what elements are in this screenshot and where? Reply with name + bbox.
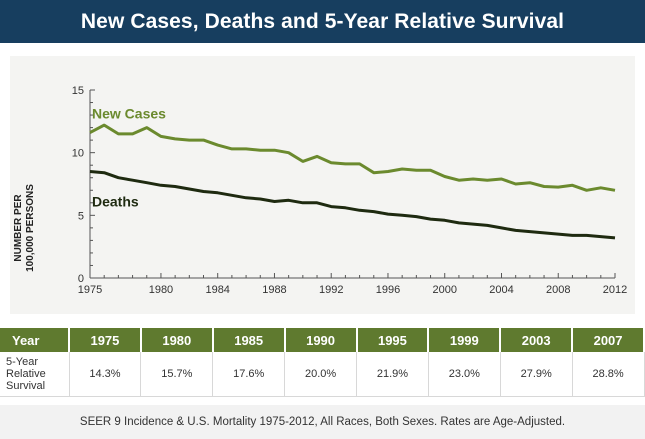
row-label-line: Relative bbox=[6, 368, 46, 380]
table-header-row: Year 1975 1980 1985 1990 1995 1999 2003 … bbox=[0, 328, 645, 352]
table-row: 5-Year Relative Survival 14.3% 15.7% 17.… bbox=[0, 352, 645, 397]
y-tick-label: 10 bbox=[72, 148, 84, 160]
x-tick-label: 2012 bbox=[603, 284, 627, 296]
y-tick-label: 15 bbox=[72, 85, 84, 97]
series-line-new-cases bbox=[89, 123, 616, 192]
y-axis-label: NUMBER PER 100,000 PERSONS bbox=[13, 148, 43, 308]
survival-value: 20.0% bbox=[284, 352, 357, 397]
footnote: SEER 9 Incidence & U.S. Mortality 1975-2… bbox=[0, 405, 645, 439]
page-title: New Cases, Deaths and 5-Year Relative Su… bbox=[0, 0, 645, 43]
table-header-year: 1999 bbox=[428, 328, 502, 352]
x-tick-label: 1988 bbox=[262, 284, 286, 296]
survival-value: 17.6% bbox=[212, 352, 286, 397]
survival-value: 15.7% bbox=[140, 352, 214, 397]
line-chart: 0 5 10 15 1975 1980 1984 1988 1992 1996 2000 2004 20… bbox=[72, 85, 627, 296]
survival-table: Year 1975 1980 1985 1990 1995 1999 2003 … bbox=[0, 328, 645, 397]
x-tick-label: 2008 bbox=[546, 284, 570, 296]
x-tick-label: 2000 bbox=[432, 284, 456, 296]
y-tick-label: 0 bbox=[78, 273, 84, 285]
x-tick-label: 1975 bbox=[78, 284, 102, 296]
y-axis-label-line1: NUMBER PER bbox=[13, 194, 24, 262]
table-header-year: 1995 bbox=[356, 328, 430, 352]
table-header-year: 1980 bbox=[140, 328, 214, 352]
table-header-year-label: Year bbox=[0, 328, 70, 352]
y-tick-label: 5 bbox=[78, 210, 84, 222]
survival-value: 21.9% bbox=[356, 352, 429, 397]
survival-value: 23.0% bbox=[428, 352, 501, 397]
series-label: New Cases bbox=[92, 106, 166, 122]
survival-value: 14.3% bbox=[69, 352, 142, 397]
table-header-year: 1990 bbox=[284, 328, 358, 352]
x-tick-label: 1984 bbox=[205, 284, 229, 296]
table-header-year: 2003 bbox=[500, 328, 574, 352]
table-header-year: 1975 bbox=[69, 328, 142, 352]
x-tick-label: 1992 bbox=[319, 284, 343, 296]
table-header-year: 1985 bbox=[212, 328, 286, 352]
survival-value: 28.8% bbox=[572, 352, 645, 397]
survival-row-label: 5-Year Relative Survival bbox=[0, 352, 70, 397]
series-line-deaths bbox=[89, 170, 616, 240]
row-label-line: 5-Year bbox=[6, 356, 39, 368]
x-tick-label: 1996 bbox=[376, 284, 400, 296]
series-label: Deaths bbox=[92, 193, 139, 209]
row-label-line: Survival bbox=[6, 380, 46, 392]
table-header-year: 2007 bbox=[572, 328, 645, 352]
x-tick-label: 1980 bbox=[149, 284, 173, 296]
x-tick-label: 2004 bbox=[489, 284, 513, 296]
survival-value: 27.9% bbox=[500, 352, 573, 397]
y-axis-label-line2: 100,000 PERSONS bbox=[25, 184, 36, 272]
chart-panel: 0 5 10 15 1975 1980 1984 1988 1992 1996 2000 2004 20… bbox=[10, 56, 635, 314]
